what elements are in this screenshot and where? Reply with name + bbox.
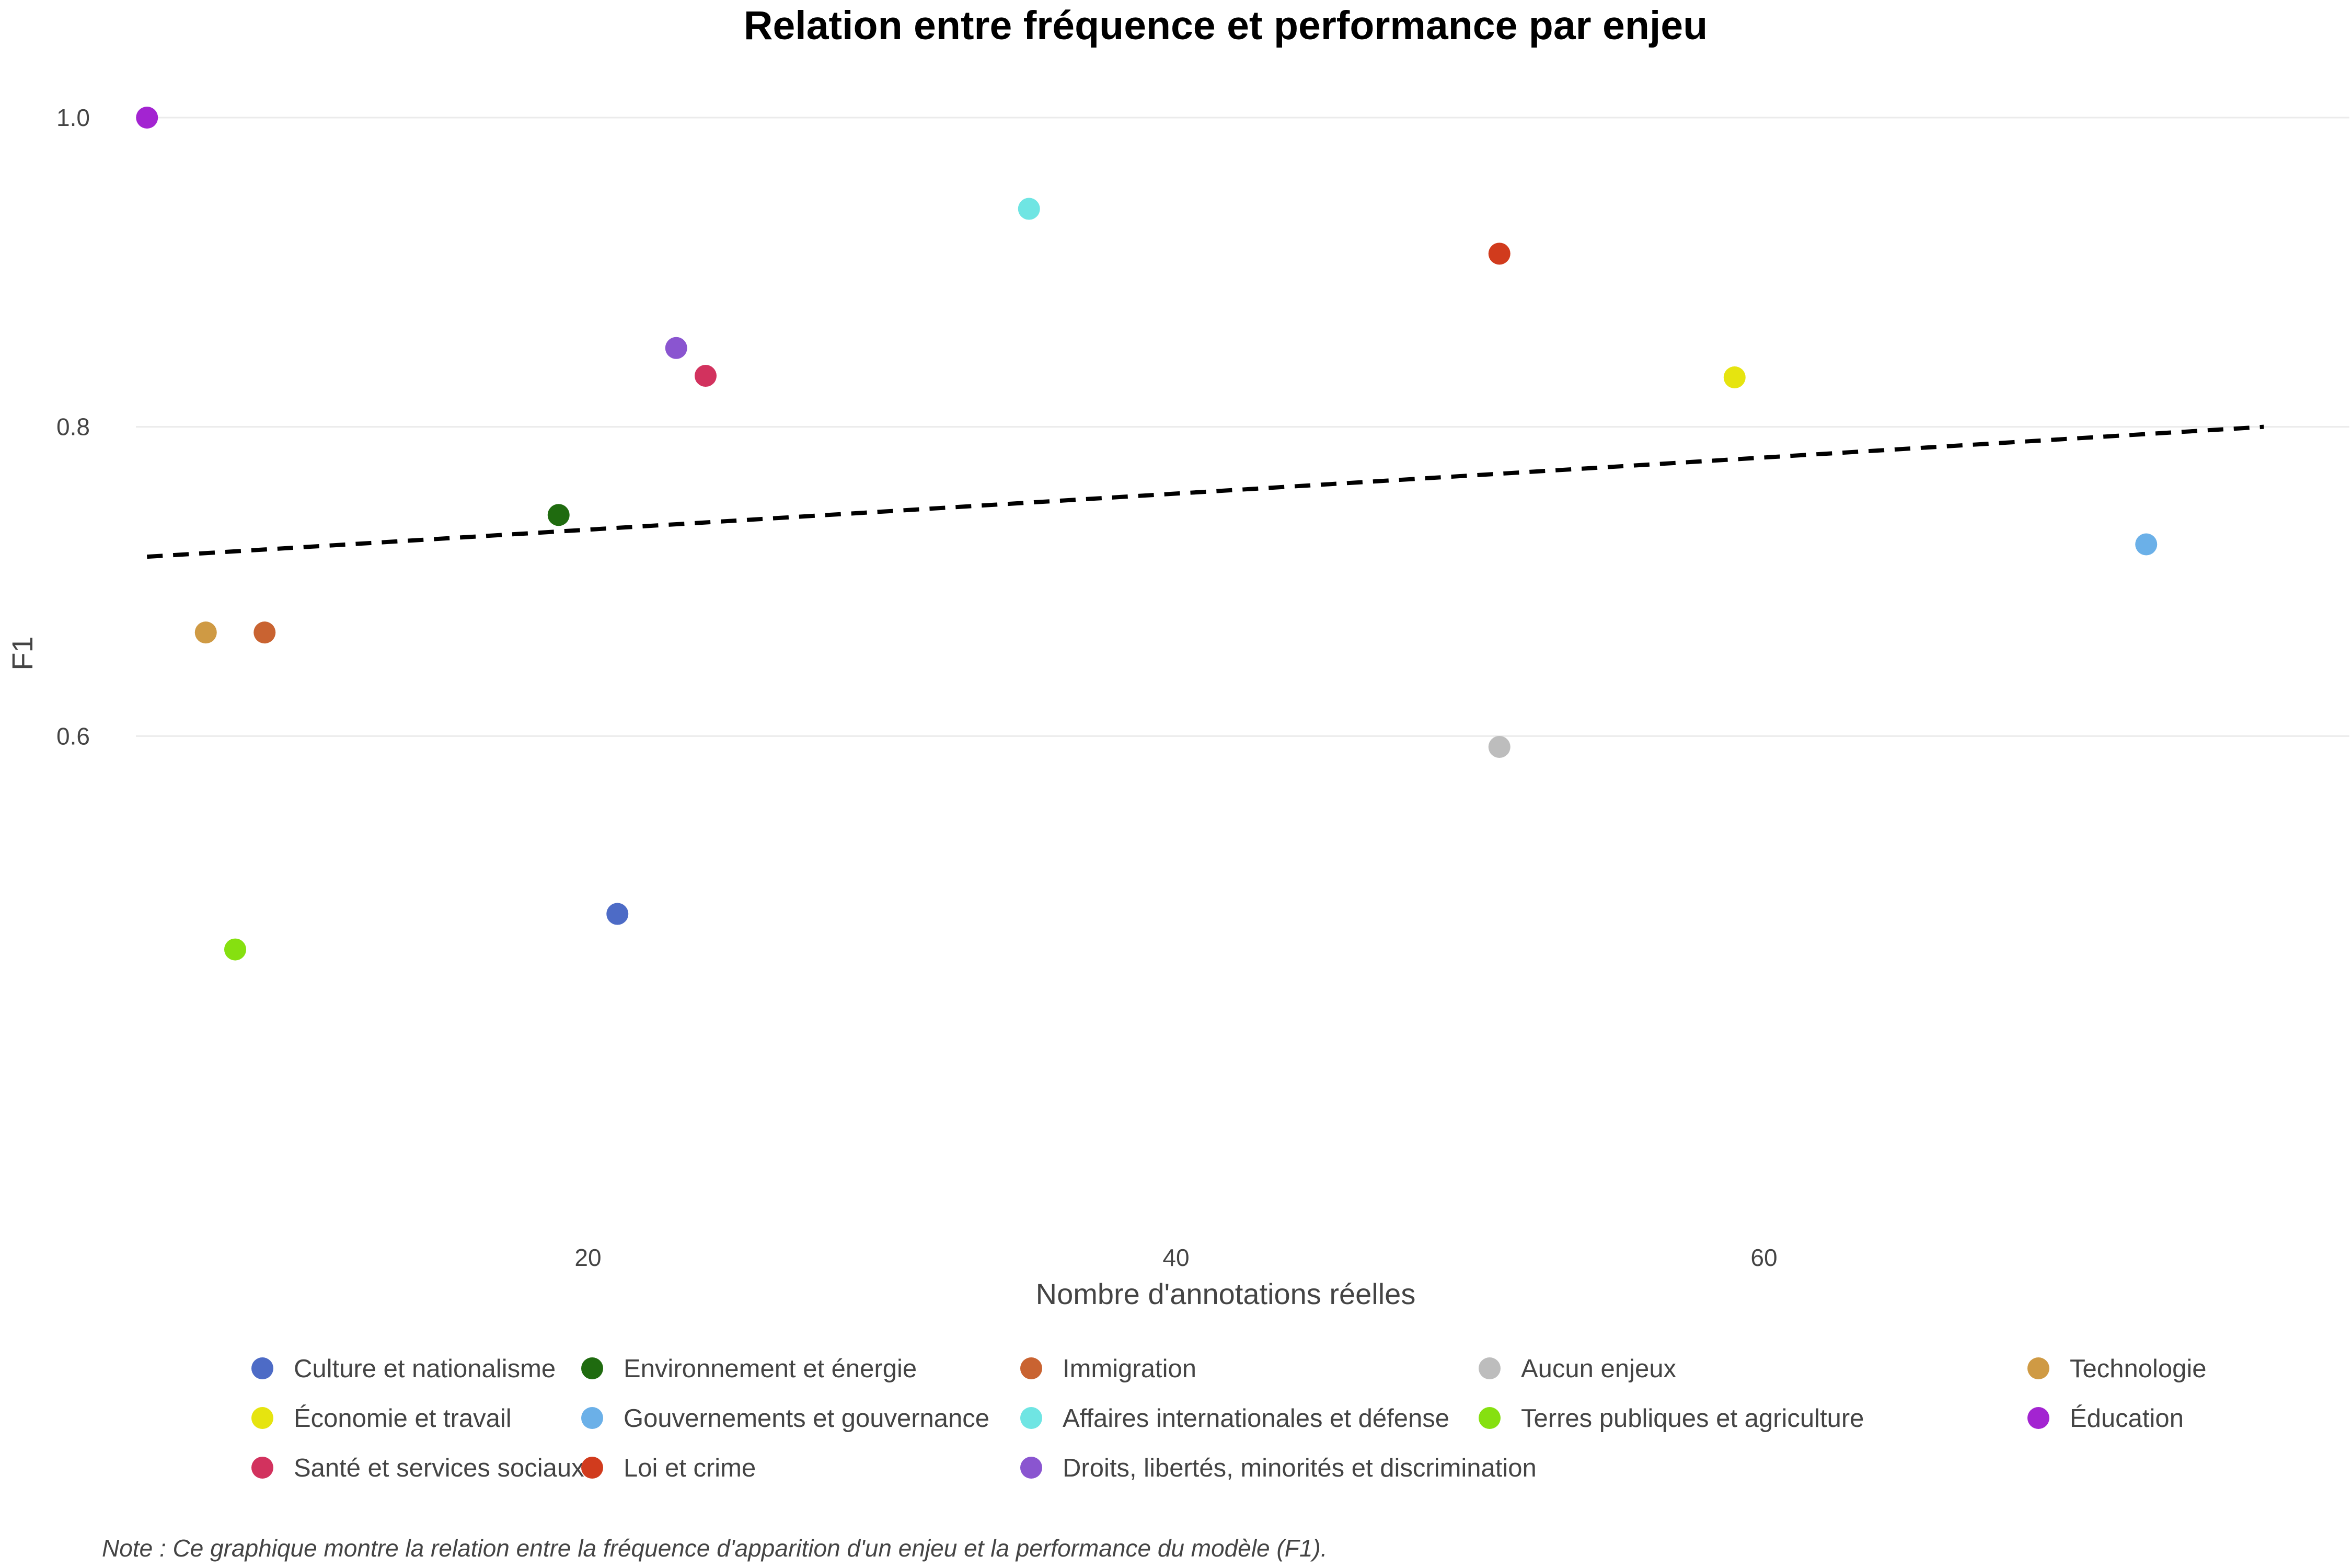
legend-label: Droits, libertés, minorités et discrimin… bbox=[1063, 1454, 1537, 1482]
legend-swatch bbox=[1479, 1357, 1501, 1379]
data-points bbox=[136, 107, 2158, 961]
legend-swatch bbox=[2027, 1357, 2049, 1379]
legend-swatch bbox=[1020, 1357, 1042, 1379]
y-tick-label: 0.8 bbox=[56, 413, 90, 441]
legend-swatch bbox=[581, 1407, 603, 1429]
legend-swatch bbox=[1020, 1407, 1042, 1429]
trendline-group bbox=[147, 424, 2264, 559]
grid bbox=[136, 117, 2349, 737]
data-point bbox=[695, 365, 717, 387]
data-point bbox=[1488, 243, 1511, 265]
legend-label: Immigration bbox=[1063, 1355, 1196, 1383]
data-point bbox=[547, 504, 570, 526]
x-tick-label: 60 bbox=[1750, 1244, 1777, 1271]
legend-label: Loi et crime bbox=[624, 1454, 756, 1482]
legend-item: Aucun enjeux bbox=[1479, 1355, 1676, 1383]
legend-label: Santé et services sociaux bbox=[294, 1454, 584, 1482]
legend-swatch bbox=[581, 1457, 603, 1479]
chart-caption: Note : Ce graphique montre la relation e… bbox=[102, 1535, 1328, 1562]
data-point bbox=[2135, 533, 2158, 556]
legend-item: Terres publiques et agriculture bbox=[1479, 1404, 1864, 1433]
legend-item: Éducation bbox=[2027, 1404, 2184, 1433]
data-point bbox=[136, 107, 158, 129]
legend-item: Technologie bbox=[2027, 1355, 2207, 1383]
y-tick-label: 1.0 bbox=[56, 104, 90, 131]
y-tick-label: 0.6 bbox=[56, 722, 90, 750]
legend-item: Santé et services sociaux bbox=[251, 1454, 584, 1482]
legend-label: Environnement et énergie bbox=[624, 1355, 917, 1383]
legend-item: Économie et travail bbox=[251, 1404, 512, 1433]
legend-swatch bbox=[2027, 1407, 2049, 1429]
data-point bbox=[1488, 736, 1511, 758]
data-point bbox=[1723, 366, 1746, 388]
data-point bbox=[224, 938, 246, 961]
legend-swatch bbox=[251, 1407, 273, 1429]
legend-item: Loi et crime bbox=[581, 1454, 756, 1482]
legend-label: Éducation bbox=[2070, 1404, 2184, 1433]
legend-swatch bbox=[581, 1357, 603, 1379]
x-tick-label: 40 bbox=[1162, 1244, 1189, 1271]
legend-swatch bbox=[251, 1357, 273, 1379]
data-point bbox=[1018, 198, 1040, 220]
legend-label: Culture et nationalisme bbox=[294, 1355, 556, 1383]
legend-item: Immigration bbox=[1020, 1355, 1196, 1383]
legend-swatch bbox=[251, 1457, 273, 1479]
legend-item: Environnement et énergie bbox=[581, 1355, 917, 1383]
legend-swatch bbox=[1479, 1407, 1501, 1429]
x-tick-labels: 20 40 60 bbox=[574, 1244, 1777, 1271]
legend-label: Gouvernements et gouvernance bbox=[624, 1404, 989, 1433]
data-point bbox=[606, 903, 629, 925]
x-tick-label: 20 bbox=[574, 1244, 601, 1271]
data-point bbox=[253, 621, 276, 644]
legend-label: Technologie bbox=[2070, 1355, 2207, 1383]
x-axis-title: Nombre d'annotations réelles bbox=[1036, 1277, 1416, 1310]
legend: Culture et nationalisme Environnement et … bbox=[251, 1355, 2207, 1482]
y-tick-labels: 0.6 0.8 1.0 bbox=[56, 104, 90, 750]
legend-label: Économie et travail bbox=[294, 1404, 512, 1433]
legend-label: Terres publiques et agriculture bbox=[1521, 1404, 1864, 1433]
legend-item: Culture et nationalisme bbox=[251, 1355, 556, 1383]
legend-item: Affaires internationales et défense bbox=[1020, 1404, 1449, 1433]
legend-swatch bbox=[1020, 1457, 1042, 1479]
data-point bbox=[665, 337, 687, 359]
legend-item: Gouvernements et gouvernance bbox=[581, 1404, 989, 1433]
data-point bbox=[194, 621, 217, 644]
chart-title: Relation entre fréquence et performance … bbox=[744, 3, 1708, 48]
legend-label: Aucun enjeux bbox=[1521, 1355, 1676, 1383]
legend-item: Droits, libertés, minorités et discrimin… bbox=[1020, 1454, 1537, 1482]
legend-label: Affaires internationales et défense bbox=[1063, 1404, 1449, 1433]
y-axis-title: F1 bbox=[6, 636, 39, 670]
trendline bbox=[147, 424, 2264, 559]
